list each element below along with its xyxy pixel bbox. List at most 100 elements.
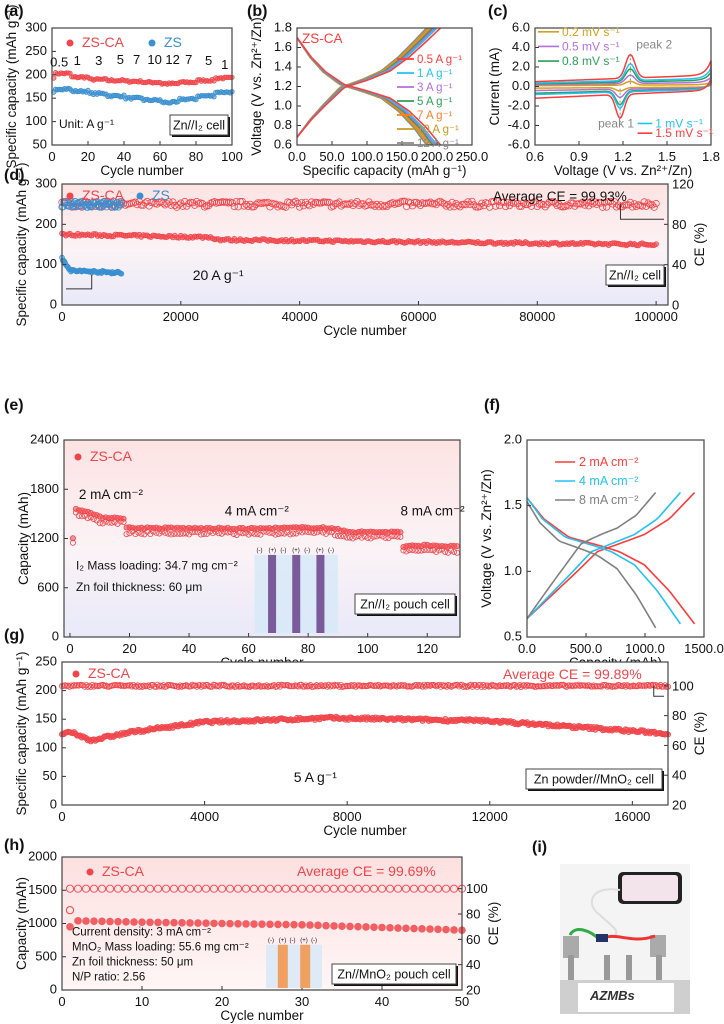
ce-point — [422, 683, 429, 690]
electrode-polarity-label: (+) — [268, 548, 276, 554]
ce-point — [199, 682, 206, 689]
legend-label: 10 A g⁻¹ — [417, 124, 459, 136]
ce-point-zs-ca — [200, 203, 209, 211]
curve-title: ZS-CA — [302, 31, 343, 46]
ce-point — [590, 682, 597, 689]
ce-point — [201, 683, 208, 690]
ce-point-zs-ca — [228, 199, 236, 207]
ce-point-zs-ca — [561, 202, 569, 211]
ce-point — [522, 683, 529, 690]
ce-point-zs-ca — [644, 199, 652, 207]
ce-point — [65, 682, 72, 689]
ce-point — [234, 682, 241, 689]
capacity-point — [434, 925, 442, 934]
ce-point-zs-ca — [149, 198, 157, 206]
ce-point-zs-ca — [155, 198, 163, 206]
electrode-polarity-label: (-) — [311, 938, 317, 944]
capacity-point — [218, 919, 226, 928]
ce-point — [209, 884, 219, 893]
y-tick-label: 250 — [25, 43, 47, 58]
capacity-point — [186, 919, 194, 927]
panel-label-d: (d) — [4, 167, 24, 184]
ce-point — [655, 683, 662, 690]
ce-point-zs-ca — [511, 198, 520, 206]
ce-point — [86, 682, 93, 689]
ce-point-zs-ca — [492, 202, 500, 210]
ce-point — [496, 682, 503, 689]
plot-frame — [296, 27, 473, 146]
ce-point — [312, 683, 319, 690]
electrode-polarity-label: (+) — [292, 548, 300, 554]
y2-tick-label: 60 — [672, 738, 686, 753]
plot-area — [296, 27, 442, 146]
discharge-point — [138, 530, 145, 537]
mass-loading-label: I₂ Mass loading: 34.7 mg cm⁻² — [76, 559, 238, 573]
discharge-point — [287, 531, 294, 538]
ce-point — [555, 682, 562, 689]
ce-point — [399, 683, 406, 690]
ce-point — [81, 683, 88, 690]
ce-point — [384, 682, 391, 689]
capacity-point — [402, 924, 410, 933]
legend-label: 2 mA cm⁻² — [579, 455, 638, 469]
capacity-point — [69, 535, 76, 542]
ce-point-zs-ca — [307, 198, 316, 206]
y-tick-label: 2.0 — [512, 59, 530, 74]
ce-point-zs-ca — [502, 202, 510, 211]
ce-point-zs-ca — [303, 200, 312, 209]
y2-tick-label: 80 — [672, 217, 686, 232]
ce-point-zs-ca — [523, 200, 531, 209]
discharge-point — [177, 530, 184, 537]
legend-marker — [72, 670, 80, 678]
y-tick-label: -2.0 — [508, 98, 530, 113]
capacity-point — [362, 923, 370, 931]
y-tick-label: 0.0 — [512, 78, 530, 93]
ce-point-zs-ca — [351, 199, 359, 208]
charge-curve-4 — [526, 492, 682, 620]
ce-point — [607, 682, 614, 689]
ce-point-zs-ca — [242, 200, 250, 209]
y-axis-label: Voltage (V vs. Zn²⁺/Zn) — [249, 17, 264, 155]
capacity-point — [378, 923, 386, 932]
cell-label: Zn//I₂ pouch cell — [360, 598, 450, 612]
x-tick-label: 60000 — [400, 309, 436, 324]
panel-label-c: (c) — [488, 3, 508, 20]
electrode-polarity-label: (-) — [280, 548, 286, 554]
y-axis-label: Voltage (V vs. Zn²⁺/Zn) — [479, 469, 494, 607]
plot-background — [527, 440, 704, 637]
capacity-point — [266, 920, 274, 929]
legend-label: 1 A g⁻¹ — [417, 68, 453, 80]
legend-zs-ca: ZS-CA — [82, 34, 125, 50]
ce-point — [105, 884, 115, 893]
ce-point — [295, 683, 302, 690]
capacity-point — [370, 923, 378, 932]
ce-point — [297, 884, 307, 893]
x-tick-label: 0.0 — [288, 149, 306, 164]
x-tick-label: 50 — [455, 994, 469, 1009]
discharge-point — [334, 533, 341, 540]
ce-point-zs — [117, 199, 126, 207]
ce-point — [353, 884, 363, 893]
ce-point — [427, 682, 434, 689]
ce-point — [511, 682, 518, 689]
y-tick-label: 300 — [25, 20, 47, 35]
y-tick-label: 250 — [35, 654, 57, 669]
ce-point-zs-ca — [436, 197, 444, 205]
y-tick-label: 150 — [35, 711, 57, 726]
y-tick-label: 1000 — [28, 915, 57, 930]
legend-zs: ZS — [152, 187, 170, 203]
phone-screen — [622, 875, 678, 901]
ce-point — [233, 683, 240, 690]
x-tick-label: 0.9 — [570, 149, 588, 164]
ce-point — [589, 683, 596, 690]
x-tick-label: 8000 — [333, 809, 362, 824]
capacity-point — [314, 921, 322, 930]
data-point-zs — [211, 94, 217, 100]
ce-point — [113, 884, 123, 893]
legend-marker — [136, 192, 144, 200]
ce-point — [377, 884, 387, 893]
panel-label-h: (h) — [4, 837, 24, 854]
ce-point-zs-ca — [547, 198, 555, 206]
discharge-curve-4 — [526, 497, 682, 625]
ce-point — [321, 884, 331, 893]
